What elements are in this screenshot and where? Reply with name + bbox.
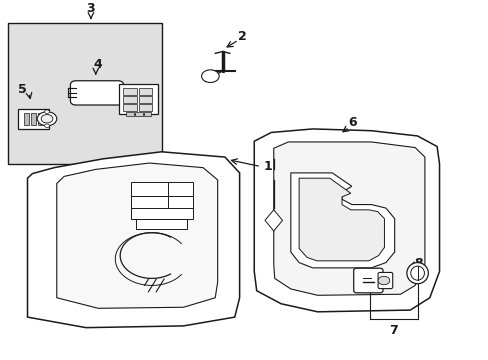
FancyBboxPatch shape: [131, 208, 193, 219]
Polygon shape: [27, 152, 239, 328]
Polygon shape: [290, 173, 394, 268]
Circle shape: [44, 110, 49, 113]
FancyBboxPatch shape: [123, 96, 137, 103]
FancyBboxPatch shape: [377, 273, 392, 289]
FancyBboxPatch shape: [131, 182, 169, 197]
FancyBboxPatch shape: [353, 268, 382, 293]
Text: 7: 7: [388, 324, 397, 337]
FancyBboxPatch shape: [123, 88, 137, 95]
FancyBboxPatch shape: [139, 104, 152, 111]
Polygon shape: [254, 129, 439, 312]
FancyBboxPatch shape: [31, 113, 36, 125]
Text: 8: 8: [413, 257, 422, 270]
Circle shape: [377, 276, 389, 285]
Text: 1: 1: [263, 160, 272, 173]
Polygon shape: [299, 178, 384, 261]
FancyBboxPatch shape: [167, 182, 193, 197]
Text: 4: 4: [94, 58, 102, 71]
Circle shape: [44, 124, 49, 127]
FancyBboxPatch shape: [135, 112, 142, 116]
Ellipse shape: [406, 262, 427, 284]
FancyBboxPatch shape: [126, 112, 134, 116]
Text: 6: 6: [348, 116, 356, 130]
FancyBboxPatch shape: [131, 196, 169, 209]
FancyBboxPatch shape: [70, 81, 123, 105]
Text: 5: 5: [18, 83, 27, 96]
FancyBboxPatch shape: [123, 104, 137, 111]
Text: 3: 3: [86, 2, 95, 15]
FancyBboxPatch shape: [38, 113, 42, 125]
Polygon shape: [57, 163, 217, 308]
Polygon shape: [273, 142, 424, 295]
Circle shape: [201, 70, 219, 82]
Ellipse shape: [410, 266, 424, 280]
FancyBboxPatch shape: [167, 196, 193, 209]
FancyBboxPatch shape: [119, 84, 158, 114]
Text: 2: 2: [237, 30, 246, 43]
FancyBboxPatch shape: [143, 112, 151, 116]
FancyBboxPatch shape: [18, 109, 49, 129]
Circle shape: [41, 114, 53, 123]
Bar: [8, 23, 161, 164]
FancyBboxPatch shape: [136, 219, 186, 229]
FancyBboxPatch shape: [139, 88, 152, 95]
Polygon shape: [264, 210, 282, 231]
Circle shape: [37, 112, 57, 126]
FancyBboxPatch shape: [24, 113, 29, 125]
FancyBboxPatch shape: [139, 96, 152, 103]
